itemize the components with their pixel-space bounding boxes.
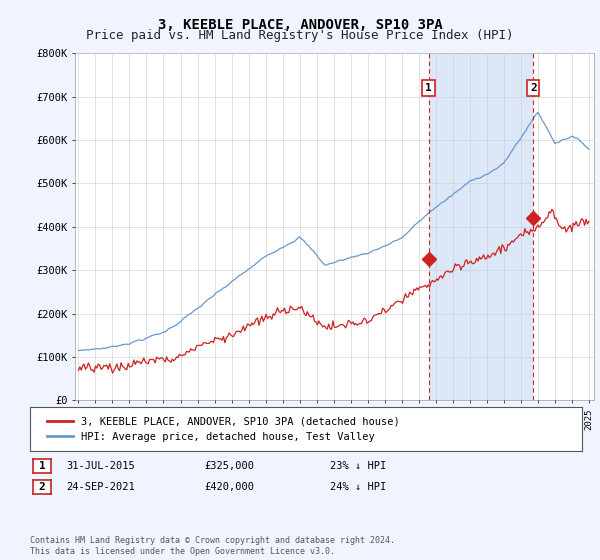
Text: 24-SEP-2021: 24-SEP-2021: [66, 482, 135, 492]
Text: Contains HM Land Registry data © Crown copyright and database right 2024.
This d: Contains HM Land Registry data © Crown c…: [30, 536, 395, 556]
Text: 2: 2: [530, 83, 536, 93]
Legend: 3, KEEBLE PLACE, ANDOVER, SP10 3PA (detached house), HPI: Average price, detache: 3, KEEBLE PLACE, ANDOVER, SP10 3PA (deta…: [41, 410, 406, 448]
Text: 1: 1: [425, 83, 432, 93]
Text: 31-JUL-2015: 31-JUL-2015: [66, 461, 135, 471]
Text: £420,000: £420,000: [204, 482, 254, 492]
Text: 23% ↓ HPI: 23% ↓ HPI: [330, 461, 386, 471]
Text: 1: 1: [38, 461, 46, 471]
Text: 2: 2: [38, 482, 46, 492]
Text: 3, KEEBLE PLACE, ANDOVER, SP10 3PA: 3, KEEBLE PLACE, ANDOVER, SP10 3PA: [158, 18, 442, 32]
Bar: [428, 53, 533, 400]
Text: Price paid vs. HM Land Registry's House Price Index (HPI): Price paid vs. HM Land Registry's House …: [86, 29, 514, 42]
Text: 24% ↓ HPI: 24% ↓ HPI: [330, 482, 386, 492]
Text: £325,000: £325,000: [204, 461, 254, 471]
